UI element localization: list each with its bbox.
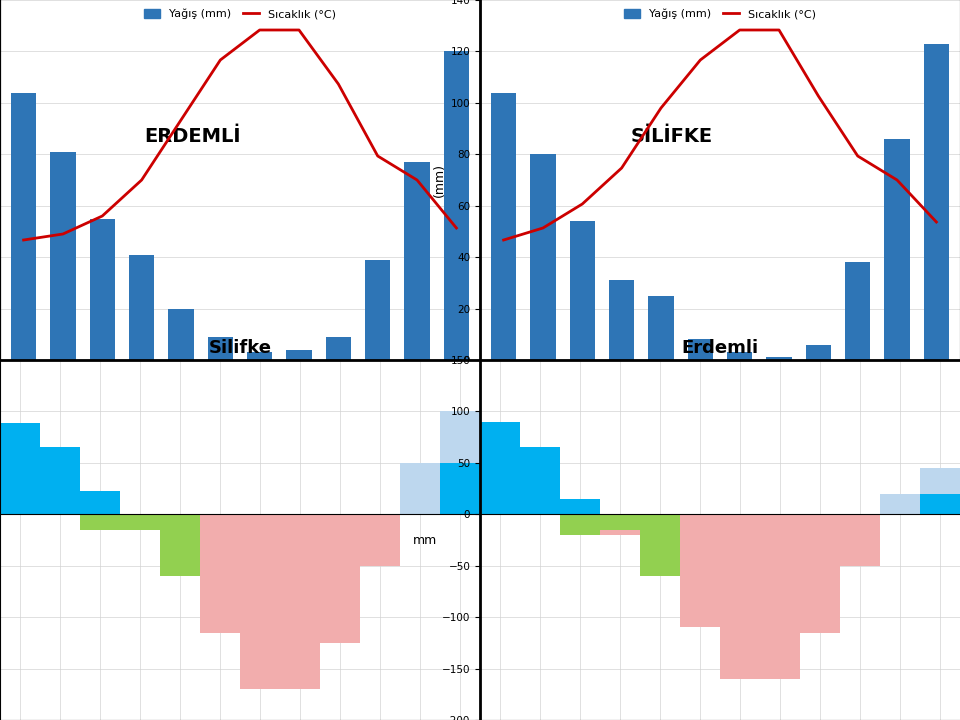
Bar: [11, 93, 36, 360]
Bar: [120, 514, 160, 530]
Bar: [884, 139, 910, 360]
Bar: [520, 447, 560, 514]
Bar: [325, 337, 351, 360]
Bar: [89, 219, 115, 360]
Y-axis label: mm: mm: [413, 534, 437, 546]
Bar: [920, 494, 960, 514]
Bar: [480, 422, 520, 514]
Bar: [280, 514, 320, 689]
Text: SİLİFKE: SİLİFKE: [631, 127, 713, 146]
Bar: [609, 280, 635, 360]
Bar: [600, 514, 640, 535]
Title: Silifke: Silifke: [208, 339, 272, 357]
Bar: [680, 514, 720, 627]
Bar: [129, 255, 155, 360]
Bar: [845, 262, 871, 360]
Bar: [200, 514, 240, 633]
Bar: [640, 514, 680, 576]
Bar: [840, 514, 880, 566]
Bar: [160, 514, 200, 576]
Bar: [640, 514, 680, 550]
Bar: [800, 514, 840, 633]
Bar: [560, 499, 600, 514]
Bar: [560, 514, 600, 535]
Bar: [286, 350, 312, 360]
Bar: [247, 352, 273, 360]
Bar: [766, 357, 792, 360]
Bar: [240, 514, 280, 689]
Bar: [491, 93, 516, 360]
Bar: [600, 514, 640, 530]
Bar: [168, 309, 194, 360]
Bar: [569, 221, 595, 360]
Bar: [924, 44, 949, 360]
Title: Erdemli: Erdemli: [682, 339, 758, 357]
Bar: [648, 296, 674, 360]
Bar: [320, 514, 360, 643]
Bar: [360, 514, 400, 566]
Bar: [207, 337, 233, 360]
Bar: [40, 447, 80, 514]
Legend: Yağış (mm), Sıcaklık (°C): Yağış (mm), Sıcaklık (°C): [140, 6, 340, 23]
Text: ERDEMLİ: ERDEMLİ: [144, 127, 240, 146]
Bar: [440, 411, 480, 463]
Bar: [920, 468, 960, 494]
Bar: [720, 514, 760, 679]
Y-axis label: (mm): (mm): [433, 163, 446, 197]
Bar: [120, 514, 160, 530]
Bar: [80, 514, 120, 530]
Bar: [0, 423, 40, 514]
Bar: [727, 352, 753, 360]
Bar: [440, 463, 480, 514]
Bar: [805, 345, 831, 360]
Y-axis label: (°C): (°C): [507, 168, 520, 192]
Bar: [160, 514, 200, 550]
Bar: [404, 162, 430, 360]
Legend: Yağış (mm), Sıcaklık (°C): Yağış (mm), Sıcaklık (°C): [620, 6, 820, 23]
Bar: [365, 260, 391, 360]
Bar: [880, 494, 920, 514]
Bar: [444, 51, 469, 360]
Bar: [80, 490, 120, 514]
Bar: [400, 463, 440, 514]
Bar: [50, 152, 76, 360]
Bar: [760, 514, 800, 679]
Bar: [687, 339, 713, 360]
Bar: [530, 154, 556, 360]
